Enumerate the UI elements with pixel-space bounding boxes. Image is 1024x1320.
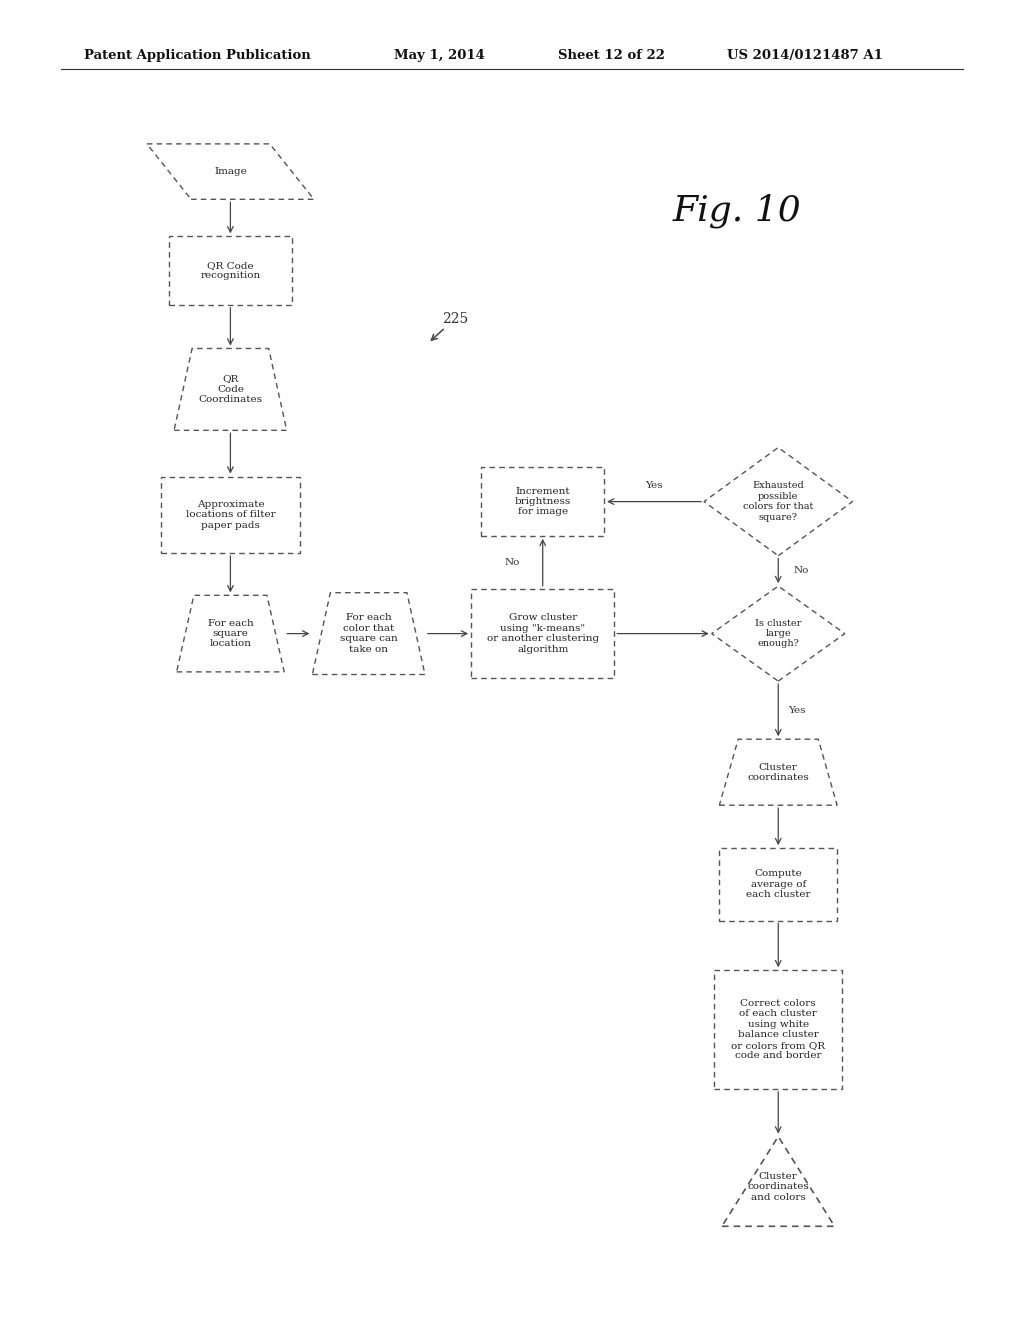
Text: May 1, 2014: May 1, 2014 [394, 49, 485, 62]
Bar [169, 236, 292, 305]
Text: US 2014/0121487 A1: US 2014/0121487 A1 [727, 49, 883, 62]
Text: QR
Code
Coordinates: QR Code Coordinates [199, 375, 262, 404]
Text: Patent Application Publication: Patent Application Publication [84, 49, 310, 62]
Text: Cluster
coordinates: Cluster coordinates [748, 763, 809, 781]
Bar [471, 589, 614, 678]
Text: Correct colors
of each cluster
using white
balance cluster
or colors from QR
cod: Correct colors of each cluster using whi… [731, 999, 825, 1060]
Text: Exhausted
possible
colors for that
square?: Exhausted possible colors for that squar… [743, 482, 813, 521]
Text: Yes: Yes [787, 706, 806, 714]
Bar [162, 477, 299, 553]
Text: Cluster
coordinates
and colors: Cluster coordinates and colors [748, 1172, 809, 1201]
Text: Is cluster
large
enough?: Is cluster large enough? [755, 619, 802, 648]
Text: Grow cluster
using "k-means"
or another clustering
algorithm: Grow cluster using "k-means" or another … [486, 614, 599, 653]
Text: Fig. 10: Fig. 10 [673, 194, 802, 228]
Text: QR Code
recognition: QR Code recognition [201, 261, 260, 280]
Text: For each
color that
square can
take on: For each color that square can take on [340, 614, 397, 653]
Text: Sheet 12 of 22: Sheet 12 of 22 [558, 49, 665, 62]
Text: Compute
average of
each cluster: Compute average of each cluster [746, 870, 810, 899]
Text: Image: Image [214, 168, 247, 176]
Text: Approximate
locations of filter
paper pads: Approximate locations of filter paper pa… [185, 500, 275, 529]
Text: 225: 225 [442, 313, 469, 326]
Bar [481, 467, 604, 536]
Text: For each
square
location: For each square location [208, 619, 253, 648]
Text: No: No [504, 558, 520, 566]
Bar [719, 849, 838, 921]
Text: Yes: Yes [645, 482, 663, 490]
Text: Increment
brightness
for image: Increment brightness for image [515, 487, 570, 516]
Bar [715, 970, 842, 1089]
Text: No: No [793, 566, 809, 576]
